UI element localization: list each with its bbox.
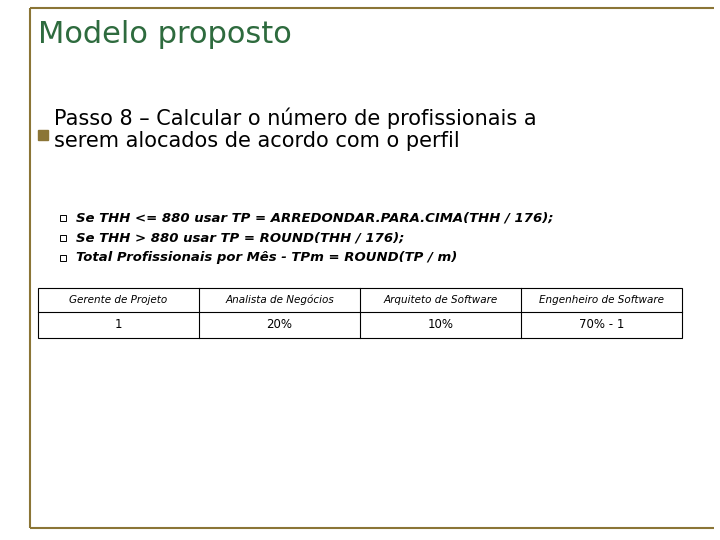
- Bar: [38, 130, 48, 140]
- Text: Analista de Negócios: Analista de Negócios: [225, 295, 334, 305]
- Bar: [38, 288, 682, 338]
- Text: Total Profissionais por Mês - TPm = ROUND(TP / m): Total Profissionais por Mês - TPm = ROUN…: [76, 252, 457, 265]
- Bar: [60, 255, 66, 261]
- Bar: [60, 215, 66, 221]
- Text: Se THH > 880 usar TP = ROUND(THH / 176);: Se THH > 880 usar TP = ROUND(THH / 176);: [76, 232, 405, 245]
- Text: 20%: 20%: [266, 319, 292, 332]
- Text: Modelo proposto: Modelo proposto: [38, 20, 292, 49]
- Text: Passo 8 – Calcular o número de profissionais a: Passo 8 – Calcular o número de profissio…: [54, 107, 536, 129]
- Text: 10%: 10%: [428, 319, 454, 332]
- Text: Se THH <= 880 usar TP = ARREDONDAR.PARA.CIMA(THH / 176);: Se THH <= 880 usar TP = ARREDONDAR.PARA.…: [76, 212, 554, 225]
- Text: serem alocados de acordo com o perfil: serem alocados de acordo com o perfil: [54, 131, 460, 151]
- Text: Arquiteto de Software: Arquiteto de Software: [383, 295, 498, 305]
- Text: 70% - 1: 70% - 1: [579, 319, 624, 332]
- Text: Engenheiro de Software: Engenheiro de Software: [539, 295, 664, 305]
- Text: 1: 1: [114, 319, 122, 332]
- Text: Gerente de Projeto: Gerente de Projeto: [69, 295, 168, 305]
- Bar: [60, 235, 66, 241]
